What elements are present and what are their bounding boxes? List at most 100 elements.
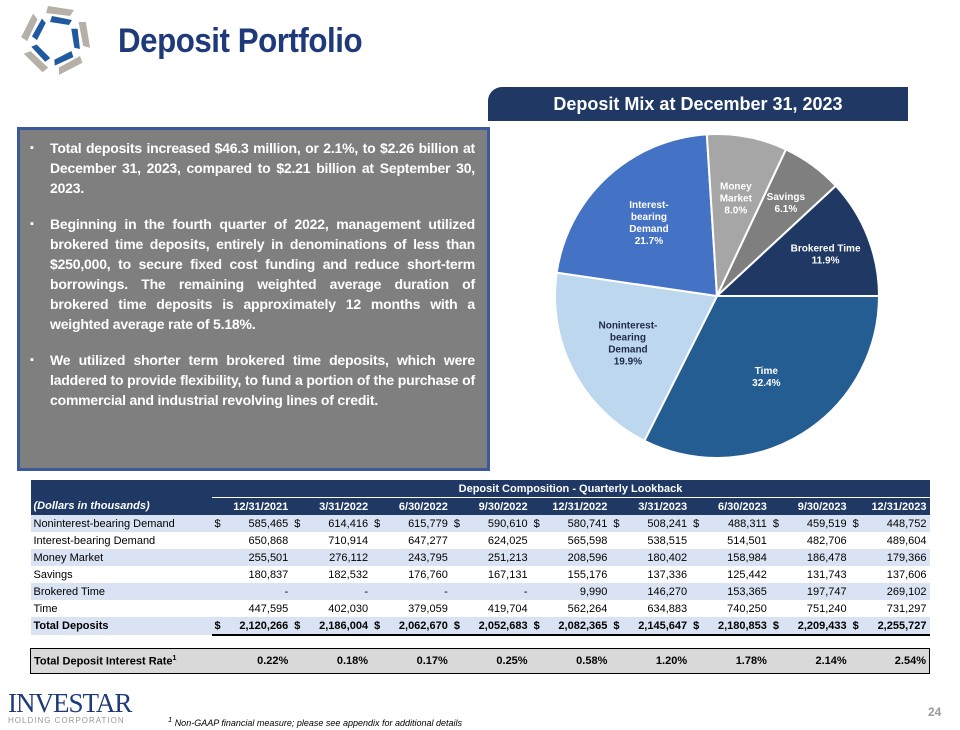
row-label: Brokered Time xyxy=(30,583,212,600)
currency-symbol xyxy=(212,566,225,583)
pie-slice-interest-bearing-demand xyxy=(555,133,719,298)
currency-symbol xyxy=(451,532,464,549)
cell-value: 251,213 xyxy=(463,549,531,566)
rate-value: 2.14% xyxy=(769,648,850,674)
cell-value: 447,595 xyxy=(248,602,289,615)
column-header: 6/30/2022 xyxy=(371,497,451,515)
cell-value: 740,250 xyxy=(727,602,767,615)
cell-value: - xyxy=(224,583,292,600)
rate-value: 0.18% xyxy=(291,648,372,674)
currency-symbol: $ xyxy=(530,617,544,636)
cell-value: 614,416 xyxy=(304,515,372,532)
rate-footnote-mark: 1 xyxy=(172,654,177,662)
bullet-item: Total deposits increased $46.3 million, … xyxy=(30,138,475,198)
cell-value: 176,760 xyxy=(408,568,448,581)
cell-value: 590,610 xyxy=(463,515,531,532)
table-row: Brokered Time - - - -9,990 146,270 153,365 197,… xyxy=(30,583,930,600)
row-label: Interest-bearing Demand xyxy=(33,534,156,547)
currency-symbol xyxy=(291,583,305,600)
table-row: Time 447,595 402,030 379,059 419,704 562,264 6… xyxy=(31,600,930,617)
cell-value: 131,743 xyxy=(806,568,847,581)
currency-symbol xyxy=(610,583,624,600)
table-title: Deposit Composition - Quarterly Lookback xyxy=(211,480,930,498)
rate-value: 1.20% xyxy=(610,648,691,674)
cell-value: 180,837 xyxy=(248,568,289,581)
currency-symbol: $ xyxy=(371,515,385,532)
cell-value: 482,706 xyxy=(806,534,847,547)
chart-title-banner: Deposit Mix at December 31, 2023 xyxy=(488,87,908,121)
page-title: Deposit Portfolio xyxy=(118,22,363,60)
currency-symbol: $ xyxy=(690,515,704,532)
cell-value: 402,030 xyxy=(328,602,369,615)
cell-value: 186,478 xyxy=(782,549,850,566)
pie-label: Money Market 8.0% xyxy=(720,181,753,216)
currency-symbol xyxy=(610,566,623,583)
cell-value: 179,366 xyxy=(862,549,930,566)
currency-symbol xyxy=(531,532,544,549)
currency-symbol xyxy=(770,600,783,617)
cell-value: 137,606 xyxy=(886,568,927,581)
currency-symbol xyxy=(769,583,783,600)
cell-value: 489,604 xyxy=(886,534,927,547)
cell-value: 448,752 xyxy=(862,515,930,532)
cell-value: 634,883 xyxy=(647,602,688,615)
summary-box: Total deposits increased $46.3 million, … xyxy=(17,127,490,471)
cell-value: 125,442 xyxy=(727,568,767,581)
rate-value: 0.22% xyxy=(211,648,292,674)
column-header: 12/31/2021 xyxy=(211,497,292,515)
cell-value: 2,145,647 xyxy=(623,617,691,636)
cell-value: 137,336 xyxy=(647,568,688,581)
row-label: Money Market xyxy=(30,549,212,566)
cell-value: 9,990 xyxy=(543,583,611,600)
currency-symbol xyxy=(371,566,384,583)
total-row: Total Deposits $2,120,266 $2,186,004 $2,062… xyxy=(30,617,930,636)
currency-symbol xyxy=(531,600,544,617)
cell-value: 731,297 xyxy=(886,602,927,615)
currency-symbol xyxy=(450,583,464,600)
cell-value: - xyxy=(463,583,531,600)
row-label: Total Deposits xyxy=(30,617,212,635)
cell-value: 2,120,266 xyxy=(224,617,292,636)
row-label: Noninterest-bearing Demand xyxy=(30,515,212,532)
currency-symbol xyxy=(850,566,863,583)
currency-symbol xyxy=(610,600,623,617)
currency-symbol: $ xyxy=(849,617,863,636)
currency-symbol xyxy=(291,600,304,617)
currency-symbol: $ xyxy=(610,617,624,636)
currency-symbol xyxy=(371,583,385,600)
currency-symbol xyxy=(690,566,703,583)
currency-symbol xyxy=(849,549,863,566)
currency-symbol xyxy=(531,566,544,583)
cell-value: 710,914 xyxy=(328,534,369,547)
currency-symbol xyxy=(770,566,783,583)
cell-value: 514,501 xyxy=(727,534,767,547)
footnote-text: Non-GAAP financial measure; please see a… xyxy=(174,718,463,728)
currency-symbol xyxy=(451,566,464,583)
cell-value: 615,779 xyxy=(384,515,451,532)
currency-symbol: $ xyxy=(610,515,624,532)
cell-value: 276,112 xyxy=(304,549,372,566)
cell-value: 419,704 xyxy=(487,602,528,615)
currency-symbol xyxy=(849,583,863,600)
cell-value: 243,795 xyxy=(384,549,451,566)
cell-value: 197,747 xyxy=(782,583,850,600)
currency-symbol: $ xyxy=(769,617,783,636)
currency-symbol xyxy=(690,532,703,549)
currency-symbol xyxy=(451,600,464,617)
column-header: 12/31/2022 xyxy=(530,497,611,515)
rate-value: 1.78% xyxy=(690,648,770,674)
table-row: Interest-bearing Demand 650,868 710,914 647… xyxy=(31,532,930,549)
cell-value: 2,052,683 xyxy=(463,617,531,636)
cell-value: 508,241 xyxy=(623,515,691,532)
table-row: Savings 180,837 182,532 176,760 167,131 155,1… xyxy=(31,566,930,583)
currency-symbol xyxy=(450,549,464,566)
currency-symbol: $ xyxy=(849,515,863,532)
deposit-mix-pie-chart: Time 32.4% Noninterest-bearing Demand 19.9% I… xyxy=(554,133,881,459)
table-row: Money Market 255,501 276,112 243,795 251,213… xyxy=(30,549,930,566)
currency-symbol xyxy=(212,600,225,617)
cell-value: 565,598 xyxy=(567,534,608,547)
currency-symbol xyxy=(530,549,544,566)
column-header: 3/31/2023 xyxy=(610,497,691,515)
cell-value: 538,515 xyxy=(647,534,688,547)
currency-symbol: $ xyxy=(450,617,464,636)
